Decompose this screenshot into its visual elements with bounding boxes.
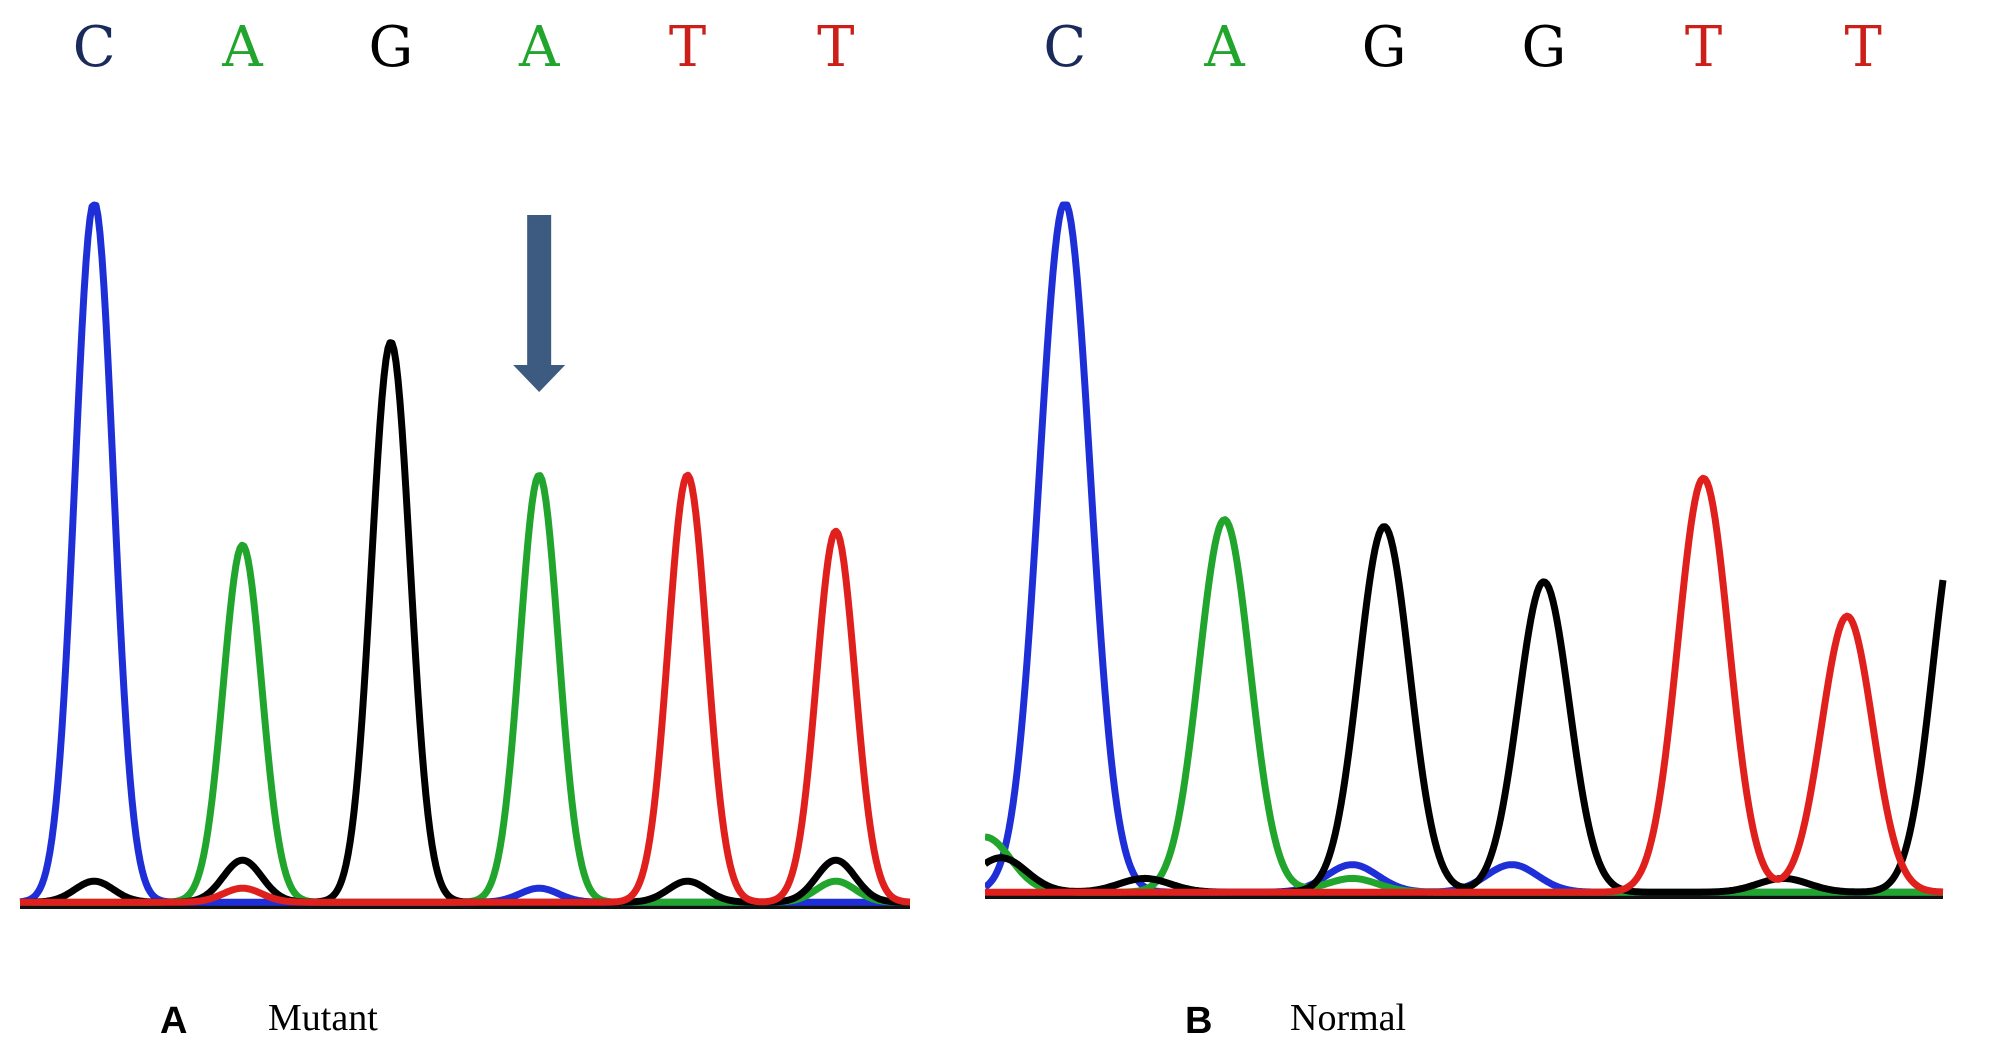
base-call-letter: T	[1844, 15, 1881, 80]
base-call-letter: C	[1043, 15, 1086, 80]
base-call-letter: A	[221, 15, 263, 80]
mutation-arrow	[513, 215, 566, 392]
panel-a: C A G A T T A Mutant	[0, 0, 930, 1059]
panel-letter: B	[1185, 1000, 1213, 1042]
base-call-letter: G	[1521, 15, 1566, 80]
panel-letter: A	[160, 1000, 188, 1042]
trace-C	[18, 201, 912, 906]
trace-A	[18, 472, 912, 906]
base-call-letter: T	[669, 15, 706, 80]
trace-G	[18, 339, 912, 906]
panel-caption: Mutant	[268, 997, 378, 1039]
base-call-letter: T	[817, 15, 854, 80]
base-call-letter: A	[518, 15, 560, 80]
base-call-letter: T	[1685, 15, 1722, 80]
trace-T	[18, 471, 912, 906]
panel-b: C A G G T T B Normal	[985, 0, 2000, 1059]
base-call-letter: G	[368, 15, 413, 80]
base-call-letter: G	[1362, 15, 1407, 80]
trace-T	[985, 474, 1945, 896]
trace-C	[985, 201, 1945, 896]
base-call-letter: C	[73, 15, 116, 80]
panel-caption: Normal	[1290, 997, 1407, 1039]
base-call-letter: A	[1203, 15, 1245, 80]
